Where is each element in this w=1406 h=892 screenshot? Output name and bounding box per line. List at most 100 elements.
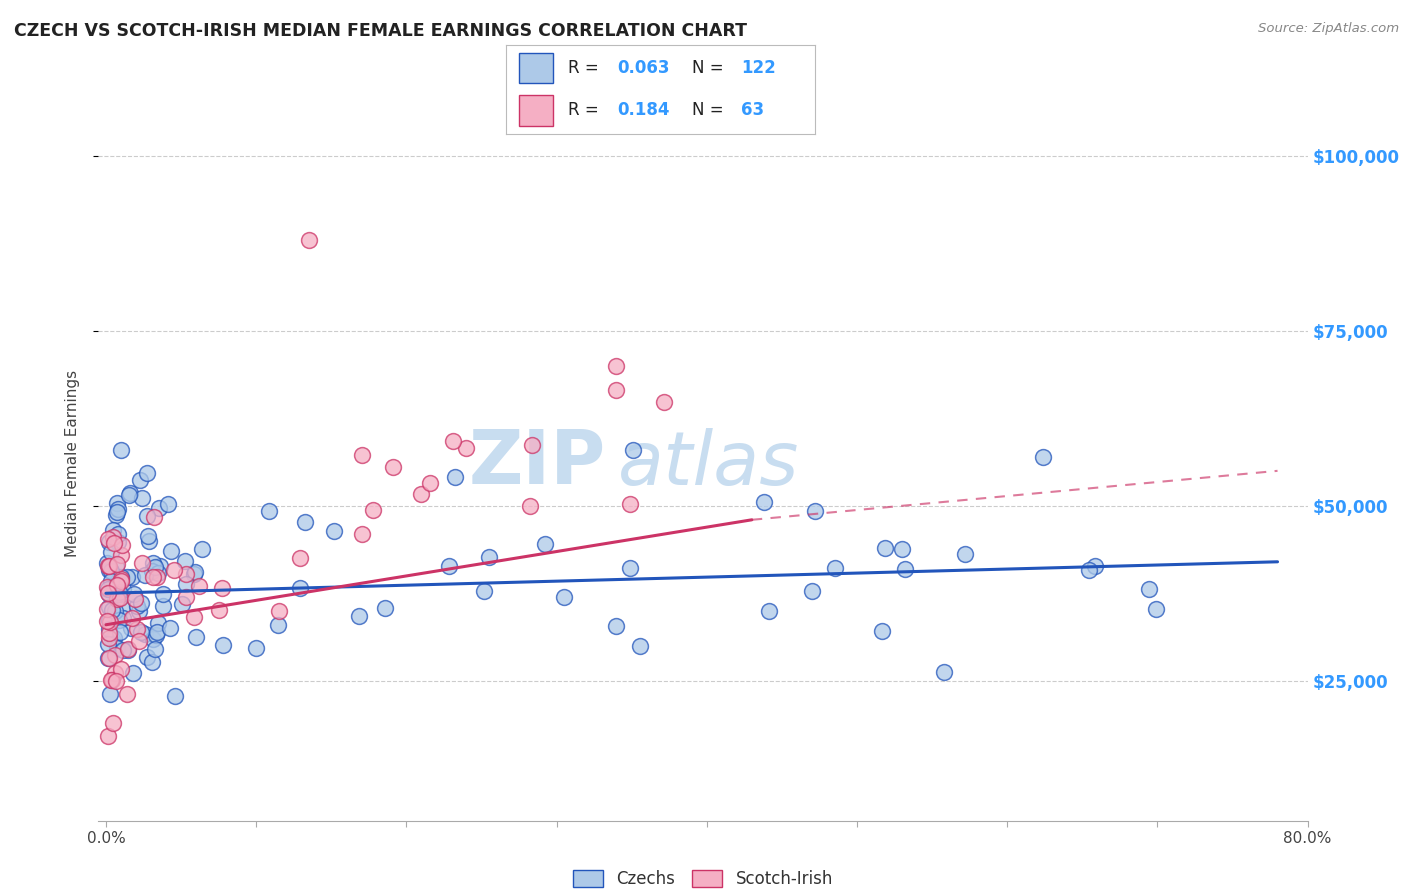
- Point: [174, 591, 197, 605]
- Point: [111, 642, 134, 657]
- Point: [97, 599, 120, 614]
- Point: [122, 587, 145, 601]
- Point: [104, 665, 127, 680]
- Point: [801, 584, 824, 599]
- Point: [101, 523, 124, 537]
- Bar: [519, 95, 553, 126]
- Point: [953, 547, 976, 561]
- Point: [97, 586, 120, 600]
- Point: [98, 631, 121, 645]
- Text: N =: N =: [692, 101, 728, 119]
- Point: [534, 537, 557, 551]
- Point: [804, 504, 827, 518]
- Point: [135, 467, 157, 481]
- Point: [143, 560, 166, 574]
- Point: [269, 604, 291, 618]
- Point: [1084, 559, 1107, 574]
- Point: [97, 582, 120, 596]
- Point: [156, 497, 179, 511]
- Point: [104, 648, 127, 663]
- Point: [96, 556, 118, 570]
- Point: [1144, 602, 1167, 616]
- Point: [97, 622, 120, 636]
- Point: [100, 574, 122, 589]
- Point: [520, 438, 543, 452]
- Point: [110, 591, 132, 605]
- Point: [212, 638, 235, 652]
- Point: [444, 469, 467, 483]
- Point: [105, 496, 128, 510]
- Point: [121, 611, 143, 625]
- Point: [134, 626, 156, 640]
- Point: [97, 637, 120, 651]
- Point: [186, 630, 208, 644]
- Point: [824, 560, 846, 574]
- Point: [100, 545, 122, 559]
- Point: [97, 729, 120, 743]
- Point: [107, 502, 129, 516]
- Point: [149, 558, 172, 573]
- Point: [100, 632, 122, 647]
- Point: [107, 527, 129, 541]
- Point: [120, 621, 142, 635]
- Point: [148, 500, 170, 515]
- Point: [108, 613, 131, 627]
- Point: [111, 537, 134, 551]
- Point: [211, 581, 233, 595]
- Point: [98, 563, 121, 577]
- Point: [352, 526, 374, 541]
- Point: [125, 599, 148, 613]
- Point: [105, 505, 128, 519]
- Point: [108, 572, 131, 586]
- Point: [110, 662, 132, 676]
- Point: [107, 587, 129, 601]
- Point: [135, 650, 157, 665]
- Point: [146, 566, 169, 580]
- Point: [101, 530, 124, 544]
- Point: [105, 508, 128, 522]
- Text: Source: ZipAtlas.com: Source: ZipAtlas.com: [1258, 22, 1399, 36]
- Point: [437, 558, 460, 573]
- Point: [101, 603, 124, 617]
- Point: [870, 624, 893, 638]
- Point: [118, 488, 141, 502]
- Point: [619, 560, 641, 574]
- Point: [174, 577, 197, 591]
- Point: [121, 570, 143, 584]
- Point: [146, 615, 169, 630]
- Point: [98, 535, 121, 549]
- Point: [110, 572, 132, 586]
- Point: [110, 574, 132, 588]
- Point: [141, 655, 163, 669]
- Point: [1032, 450, 1054, 464]
- Point: [257, 504, 280, 518]
- Point: [752, 494, 775, 508]
- Point: [323, 524, 346, 538]
- Point: [134, 568, 156, 582]
- Text: atlas: atlas: [619, 428, 800, 500]
- Point: [1078, 562, 1101, 576]
- Text: 0.063: 0.063: [617, 59, 671, 77]
- Point: [628, 639, 651, 653]
- Point: [176, 566, 198, 581]
- Point: [374, 601, 396, 615]
- Point: [605, 618, 627, 632]
- Point: [103, 716, 125, 731]
- Point: [117, 642, 139, 657]
- Point: [419, 475, 441, 490]
- Point: [191, 542, 214, 557]
- Y-axis label: Median Female Earnings: Median Female Earnings: [65, 370, 80, 558]
- Point: [110, 600, 132, 615]
- Point: [267, 618, 290, 632]
- Point: [98, 615, 121, 629]
- Bar: [519, 53, 553, 83]
- Point: [1137, 582, 1160, 596]
- Point: [891, 541, 914, 556]
- Text: 0.184: 0.184: [617, 101, 671, 119]
- Point: [143, 510, 166, 524]
- Text: 122: 122: [741, 59, 776, 77]
- Point: [143, 642, 166, 657]
- Point: [163, 689, 186, 703]
- Point: [619, 497, 641, 511]
- Point: [294, 515, 316, 529]
